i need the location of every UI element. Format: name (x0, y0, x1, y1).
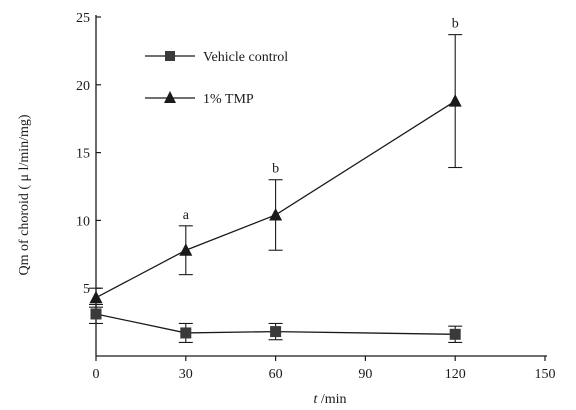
y-axis-title: Qm of choroid ( μ l/min/mg) (17, 114, 32, 275)
series-line (95, 313, 456, 335)
x-tick-label: 30 (179, 367, 193, 382)
significance-label: a (183, 208, 190, 223)
x-tick-label: 90 (358, 367, 372, 382)
plot-area: a b b (89, 17, 463, 343)
legend-label-vehicle: Vehicle control (203, 50, 288, 65)
y-tick-label: 15 (76, 147, 90, 162)
data-point-triangle (89, 290, 103, 304)
x-tick-label: 120 (445, 367, 466, 382)
x-axis-title: t /min (313, 392, 346, 407)
data-point-square (90, 308, 102, 320)
legend-marker-tmp (164, 91, 176, 103)
data-point-square (180, 327, 192, 339)
data-point-triangle (179, 243, 193, 256)
y-tick-label: 20 (76, 79, 90, 94)
data-point-square (270, 326, 282, 338)
y-tick-label: 10 (76, 214, 90, 229)
x-tick-label: 150 (535, 367, 556, 382)
y-tick-label: 5 (83, 282, 90, 297)
legend-label-tmp: 1% TMP (203, 92, 254, 107)
significance-label: b (452, 17, 459, 32)
y-tick-label: 25 (76, 11, 90, 26)
data-point-triangle (448, 94, 462, 107)
x-tick-label: 60 (269, 367, 283, 382)
axes: 5 10 15 20 25 0 30 60 90 120 150 (76, 11, 556, 382)
series-line (95, 100, 456, 299)
significance-label: b (272, 162, 279, 177)
x-axis-title-unit: /min (317, 392, 346, 407)
data-point-triangle (269, 207, 283, 221)
legend: Vehicle control 1% TMP (145, 50, 288, 107)
series-vehicle-control (89, 303, 463, 343)
data-point-square (449, 328, 461, 340)
legend-marker-vehicle (165, 51, 175, 61)
x-tick-label: 0 (93, 367, 100, 382)
x-axis-title-var: t (313, 392, 318, 407)
series-tmp (89, 34, 463, 308)
